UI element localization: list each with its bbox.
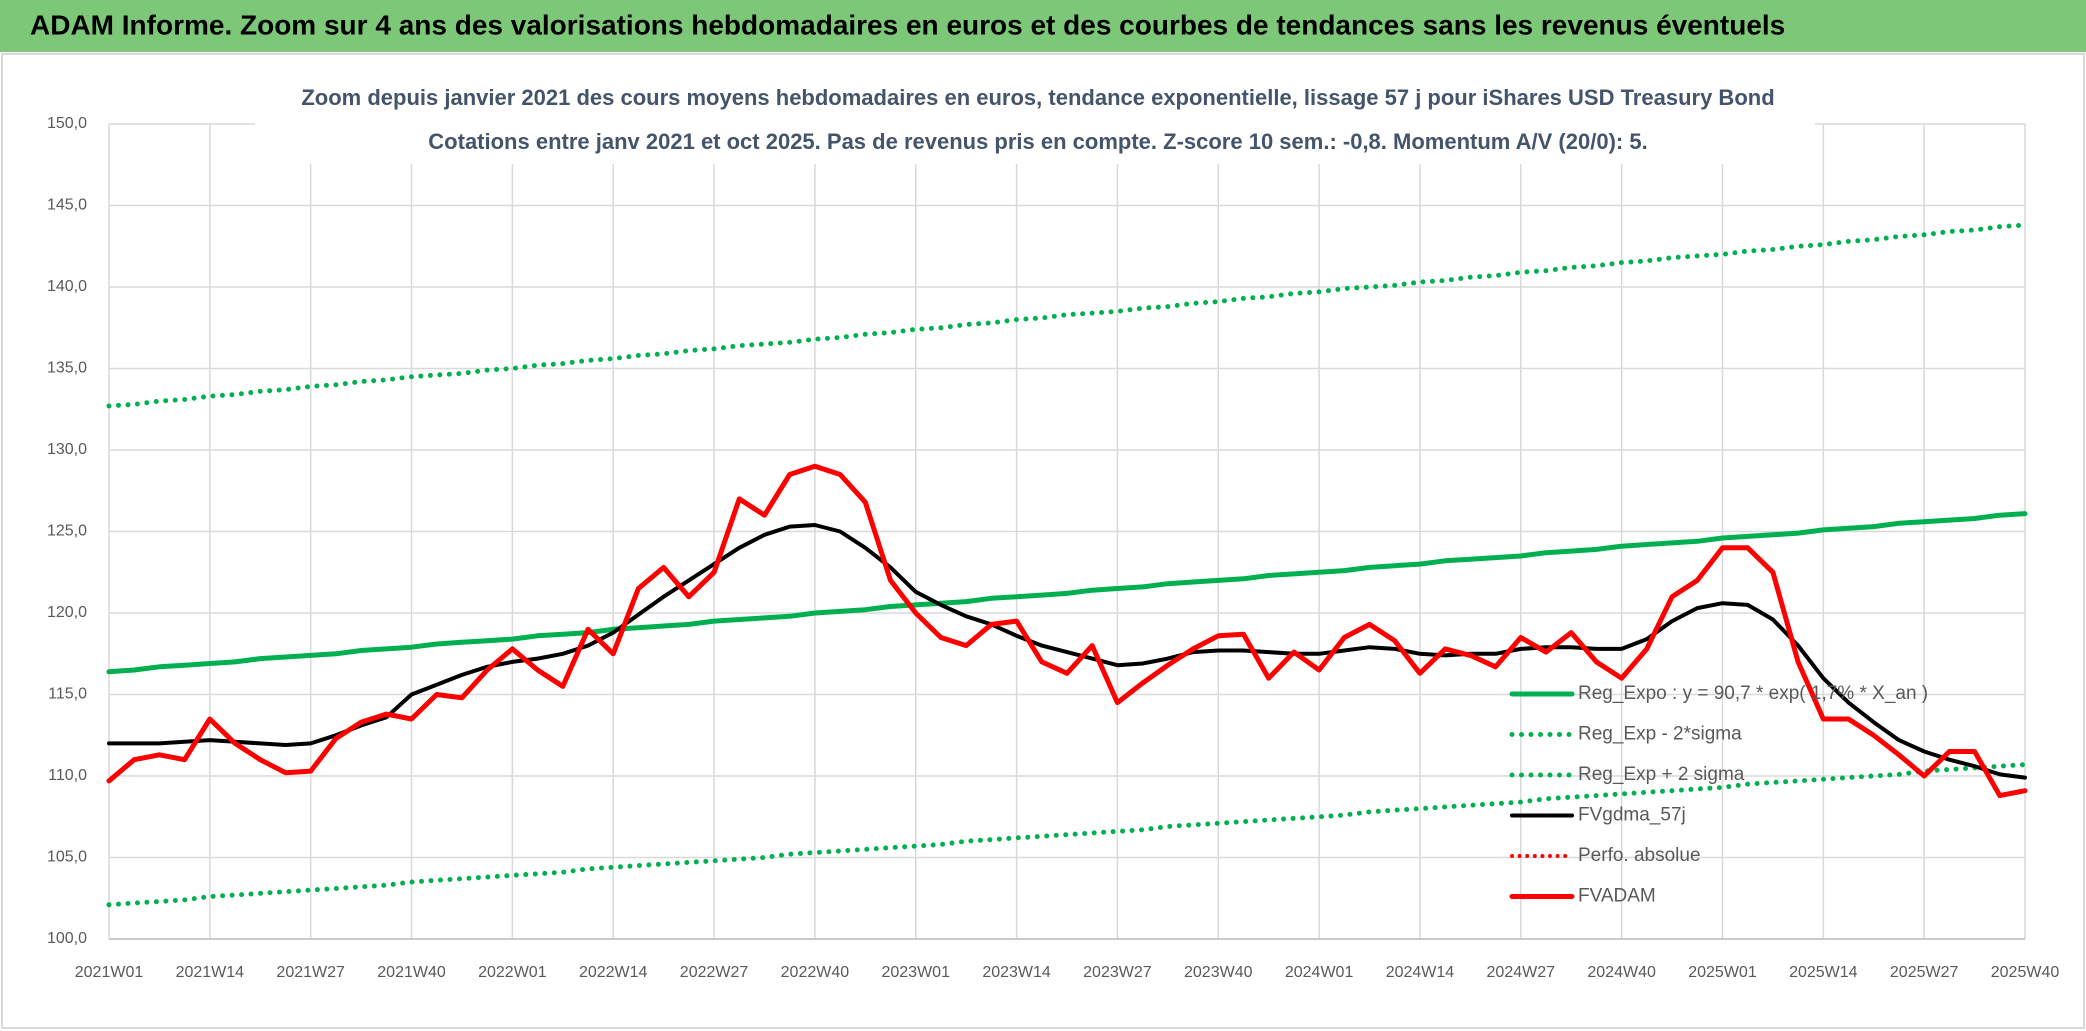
x-tick-label: 2022W40 bbox=[781, 964, 850, 981]
legend-label: FVADAM bbox=[1578, 886, 1656, 907]
y-tick-label: 120,0 bbox=[47, 604, 87, 621]
legend-label: Reg_Exp + 2 sigma bbox=[1578, 764, 1745, 785]
y-tick-label: 110,0 bbox=[48, 767, 87, 784]
y-tick-label: 125,0 bbox=[47, 523, 87, 540]
x-tick-label: 2023W14 bbox=[982, 964, 1051, 981]
y-tick-label: 140,0 bbox=[47, 278, 87, 295]
x-tick-label: 2022W14 bbox=[579, 964, 648, 981]
series-line bbox=[106, 222, 2028, 409]
x-tick-label: 2022W01 bbox=[478, 964, 547, 981]
x-tick-label: 2024W14 bbox=[1386, 964, 1455, 981]
x-tick-label: 2025W27 bbox=[1890, 964, 1959, 981]
legend-label: Reg_Expo : y = 90,7 * exp( 1,7% * X_an ) bbox=[1578, 683, 1928, 704]
series-line bbox=[106, 762, 2028, 908]
x-tick-label: 2022W27 bbox=[680, 964, 749, 981]
legend-label: FVgdma_57j bbox=[1578, 805, 1686, 826]
y-tick-label: 145,0 bbox=[47, 197, 87, 214]
x-tick-label: 2025W14 bbox=[1789, 964, 1858, 981]
x-tick-label: 2021W14 bbox=[176, 964, 245, 981]
y-tick-label: 135,0 bbox=[47, 360, 87, 377]
series-line bbox=[106, 511, 2028, 675]
x-tick-label: 2021W01 bbox=[75, 964, 144, 981]
legend: Reg_Expo : y = 90,7 * exp( 1,7% * X_an )… bbox=[1509, 683, 1928, 907]
legend-label: Reg_Exp - 2*sigma bbox=[1578, 724, 1742, 745]
chart-title: Zoom depuis janvier 2021 des cours moyen… bbox=[301, 85, 1774, 110]
chart-subtitle: Cotations entre janv 2021 et oct 2025. P… bbox=[428, 129, 1647, 154]
x-tick-label: 2023W40 bbox=[1184, 964, 1253, 981]
y-tick-label: 100,0 bbox=[47, 930, 87, 947]
y-tick-label: 105,0 bbox=[47, 849, 87, 866]
x-tick-label: 2025W01 bbox=[1688, 964, 1757, 981]
series-line bbox=[106, 463, 2028, 799]
title-background bbox=[255, 80, 1815, 164]
x-tick-label: 2025W40 bbox=[1991, 964, 2060, 981]
y-tick-label: 130,0 bbox=[47, 441, 87, 458]
header-title: ADAM Informe. Zoom sur 4 ans des valoris… bbox=[30, 9, 1785, 40]
x-tick-label: 2023W01 bbox=[881, 964, 950, 981]
x-tick-label: 2024W40 bbox=[1587, 964, 1656, 981]
header-bar bbox=[0, 0, 2086, 52]
x-tick-label: 2024W27 bbox=[1487, 964, 1556, 981]
chart-frame bbox=[1, 53, 2085, 1029]
y-tick-label: 115,0 bbox=[48, 686, 87, 703]
x-tick-label: 2023W27 bbox=[1083, 964, 1152, 981]
plot-area: 100,0 105,0 110,0 115,0 120,0 125,0 130,0 135,0… bbox=[47, 115, 2059, 981]
x-tick-label: 2021W27 bbox=[276, 964, 345, 981]
series-line bbox=[107, 523, 2027, 780]
x-tick-label: 2021W40 bbox=[377, 964, 446, 981]
x-tick-label: 2024W01 bbox=[1285, 964, 1354, 981]
y-tick-label: 150,0 bbox=[47, 115, 87, 132]
legend-label: Perfo. absolue bbox=[1578, 845, 1701, 866]
